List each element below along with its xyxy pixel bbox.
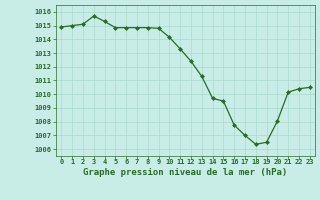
X-axis label: Graphe pression niveau de la mer (hPa): Graphe pression niveau de la mer (hPa) bbox=[84, 168, 288, 177]
